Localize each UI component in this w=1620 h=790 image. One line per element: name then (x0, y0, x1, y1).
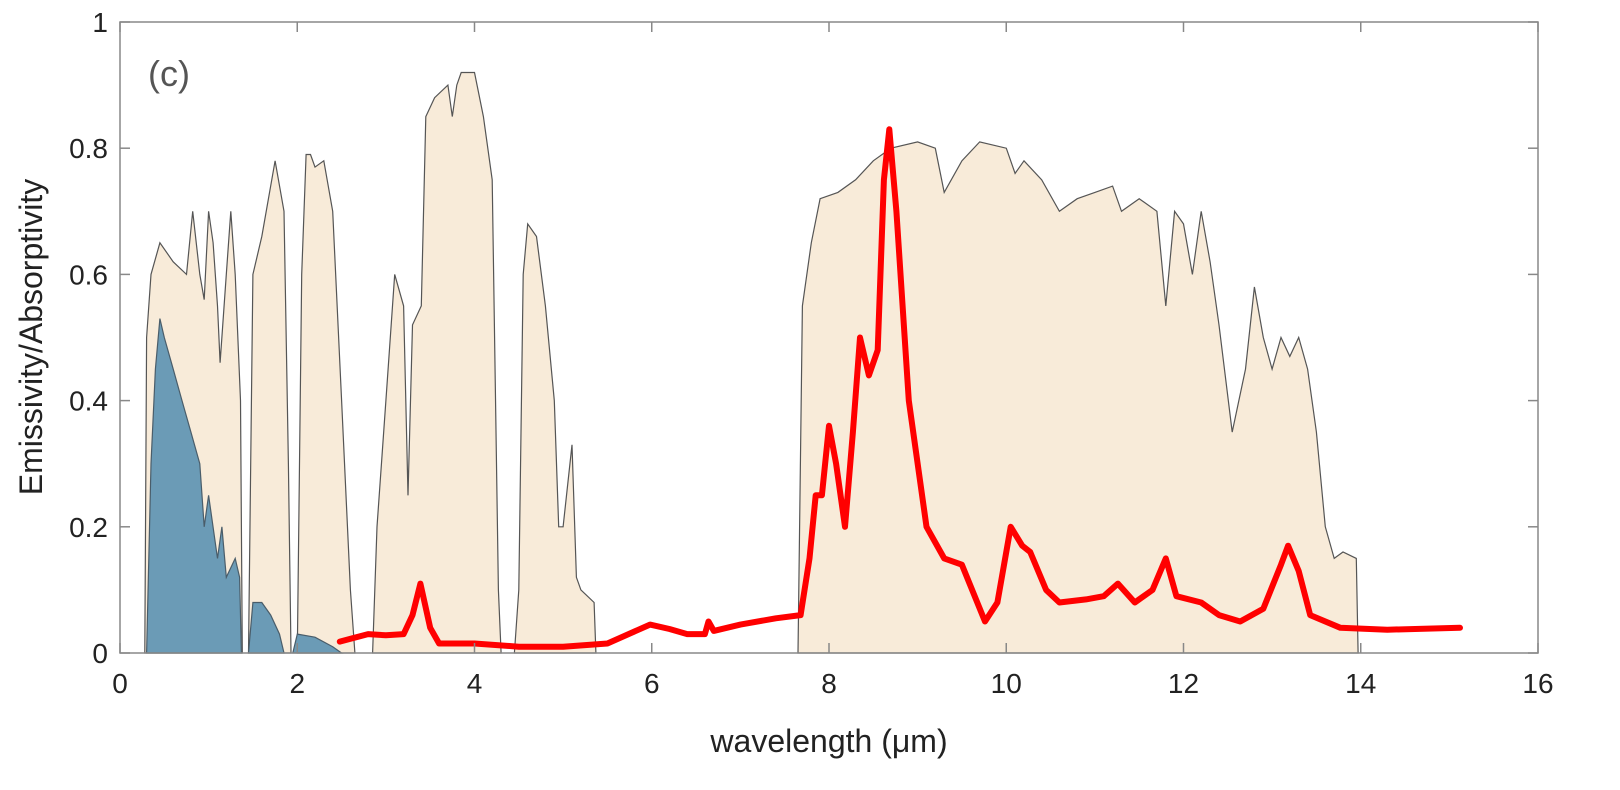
x-tick-label: 2 (289, 668, 305, 699)
y-tick-label: 0.8 (69, 133, 108, 164)
x-tick-label: 4 (467, 668, 483, 699)
x-tick-label: 16 (1522, 668, 1553, 699)
x-tick-label: 10 (991, 668, 1022, 699)
atmospheric-transmittance-band (513, 222, 597, 654)
y-axis: 0 0.2 0.4 0.6 0.8 1 (69, 7, 1538, 669)
y-tick-label: 0 (92, 638, 108, 669)
x-axis: 0 2 4 6 8 10 12 14 16 (112, 22, 1554, 699)
y-axis-label: Emissivity/Absorptivity (13, 179, 49, 496)
atmospheric-transmittance-band (797, 141, 1359, 654)
x-tick-label: 6 (644, 668, 660, 699)
atmospheric-transmittance-band (247, 160, 292, 654)
x-axis-label: wavelength (μm) (709, 723, 947, 759)
x-tick-label: 0 (112, 668, 128, 699)
atmospheric-transmittance-band (296, 153, 356, 654)
y-tick-label: 1 (92, 7, 108, 38)
y-tick-label: 0.2 (69, 512, 108, 543)
panel-label: (c) (148, 53, 190, 94)
y-tick-label: 0.4 (69, 386, 108, 417)
x-tick-label: 8 (821, 668, 837, 699)
solar-spectrum-band (145, 318, 243, 654)
x-tick-label: 12 (1168, 668, 1199, 699)
emissivity-line (336, 126, 1463, 650)
plot-area (144, 71, 1463, 654)
atmospheric-transmittance-band (371, 71, 502, 654)
y-tick-label: 0.6 (69, 259, 108, 290)
x-tick-label: 14 (1345, 668, 1376, 699)
